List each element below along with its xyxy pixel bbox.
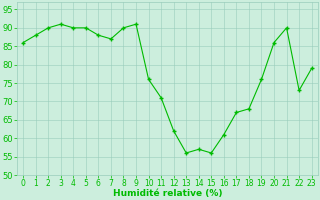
X-axis label: Humidité relative (%): Humidité relative (%) [113,189,222,198]
